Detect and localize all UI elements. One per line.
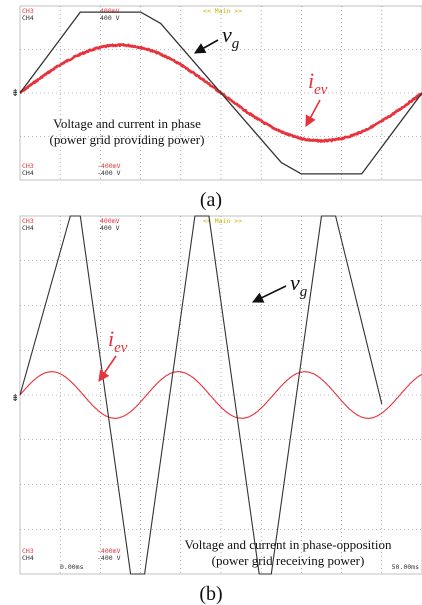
iev-label-b: iev	[108, 326, 128, 356]
vg-label-a: vg	[222, 22, 240, 52]
panel-label-a: (a)	[200, 189, 222, 211]
ch4-scale-top-a: 400 V	[100, 14, 120, 22]
ch3-label-b: CH3	[22, 217, 34, 225]
ch4-label-bottom-a: CH4	[22, 169, 34, 177]
time-start-label-b: 0.00ms	[60, 563, 84, 571]
ch3-scale-top-a: 400mV	[100, 7, 120, 15]
ch3-scale-top-b: 400mV	[100, 217, 120, 225]
timebase-label-a: << Main >>	[203, 7, 242, 15]
ch4-label-b: CH4	[22, 224, 34, 232]
iev-arrow-a	[305, 99, 321, 127]
time-end-label-b: 50.00ms	[392, 563, 419, 571]
panel-label-b: (b)	[199, 583, 222, 605]
annotation-line2-a: (power grid providing power)	[50, 132, 205, 147]
annotation-line1-b: Voltage and current in phase-opposition	[185, 537, 392, 552]
zero-marker-icon-a: ⇟	[11, 88, 19, 99]
ch3-label-bottom-a: CH3	[22, 162, 34, 170]
timebase-label-b: << Main >>	[203, 217, 242, 225]
vg-label-b: vg	[290, 270, 308, 300]
voltage-trace-b	[19, 215, 383, 575]
vg-arrow-a	[194, 39, 219, 54]
annotation-line2-b: (power grid receiving power)	[212, 553, 365, 568]
ch3-scale-bottom-a: -400mV	[97, 162, 121, 170]
ch4-scale-bottom-a: -400 V	[97, 169, 121, 177]
zero-marker-icon-b: ⇟	[11, 393, 19, 404]
ch3-scale-bottom-b: -400mV	[97, 547, 121, 555]
ch4-scale-top-b: 400 V	[100, 224, 120, 232]
voltage-trace-a	[19, 11, 422, 175]
panel-a: CH3 CH4 400mV 400 V << Main >> CH3 CH4 -…	[11, 5, 422, 181]
ch3-label-a: CH3	[22, 7, 34, 15]
panel-b: CH3 CH4 400mV 400 V << Main >> CH3 CH4 -…	[11, 215, 422, 575]
vg-arrow-b	[251, 285, 287, 303]
ch3-label-bottom-b: CH3	[22, 547, 34, 555]
ch4-label-a: CH4	[22, 14, 34, 22]
ch4-label-bottom-b: CH4	[22, 554, 34, 562]
iev-label-a: iev	[308, 68, 328, 98]
iev-arrow-b	[98, 355, 117, 382]
annotation-line1-a: Voltage and current in phase	[53, 116, 201, 131]
current-trace-b	[19, 371, 422, 419]
ch4-scale-bottom-b: -400 V	[97, 554, 121, 562]
